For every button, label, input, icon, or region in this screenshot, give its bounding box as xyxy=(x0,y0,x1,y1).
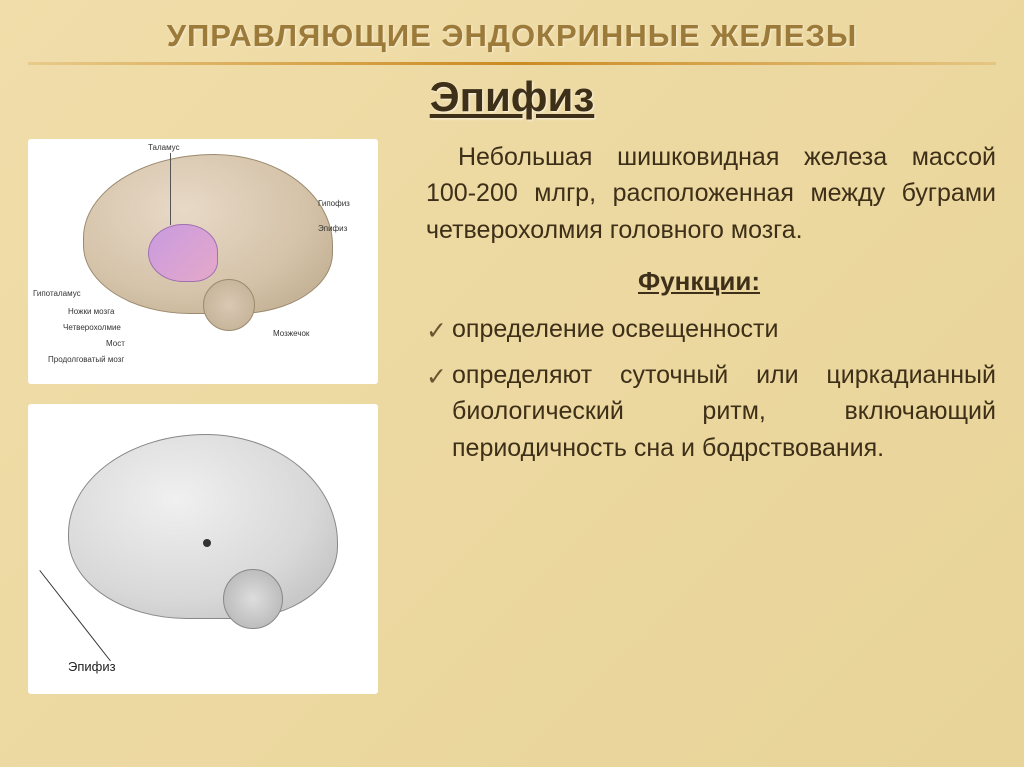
header-title: УПРАВЛЯЮЩИЕ ЭНДОКРИННЫЕ ЖЕЛЕЗЫ xyxy=(28,18,996,54)
label-hypothalamus: Гипоталамус xyxy=(33,289,81,298)
content-row: Таламус Гипофиз Эпифиз Гипоталамус Ножки… xyxy=(28,139,996,694)
cerebellum-shape xyxy=(203,279,255,331)
subtitle: Эпифиз xyxy=(28,73,996,121)
brain-sagittal-color-diagram: Таламус Гипофиз Эпифиз Гипоталамус Ножки… xyxy=(28,139,378,384)
label-medulla: Продолговатый мозг xyxy=(48,355,124,364)
header-rule xyxy=(28,62,996,65)
function-item: определение освещенности xyxy=(426,311,996,347)
slide: УПРАВЛЯЮЩИЕ ЭНДОКРИННЫЕ ЖЕЛЕЗЫ Эпифиз Та… xyxy=(0,0,1024,767)
cerebrum-shape-bw xyxy=(68,434,338,619)
label-thalamus: Таламус xyxy=(148,143,180,152)
label-hypophysis: Гипофиз xyxy=(318,199,350,208)
functions-title: Функции: xyxy=(402,266,996,297)
label-cerebellum: Мозжечок xyxy=(273,329,309,338)
label-peduncles: Ножки мозга xyxy=(68,307,114,316)
function-item: определяют суточный или циркадианный био… xyxy=(426,357,996,466)
diencephalon-shape xyxy=(148,224,218,282)
label-epiphysis: Эпифиз xyxy=(318,224,347,233)
functions-list: определение освещенности определяют суто… xyxy=(402,311,996,466)
label-pons: Мост xyxy=(106,339,125,348)
label-quadrigemina: Четверохолмие xyxy=(63,323,121,332)
epiphysis-marker xyxy=(203,539,211,547)
brain-sagittal-bw-diagram: Эпифиз xyxy=(28,404,378,694)
images-column: Таламус Гипофиз Эпифиз Гипоталамус Ножки… xyxy=(28,139,378,694)
text-column: Небольшая шишковидная железа массой 100-… xyxy=(402,139,996,694)
epiphysis-label: Эпифиз xyxy=(68,659,116,674)
cerebellum-shape-bw xyxy=(223,569,283,629)
body-text: Небольшая шишковидная железа массой 100-… xyxy=(402,139,996,248)
